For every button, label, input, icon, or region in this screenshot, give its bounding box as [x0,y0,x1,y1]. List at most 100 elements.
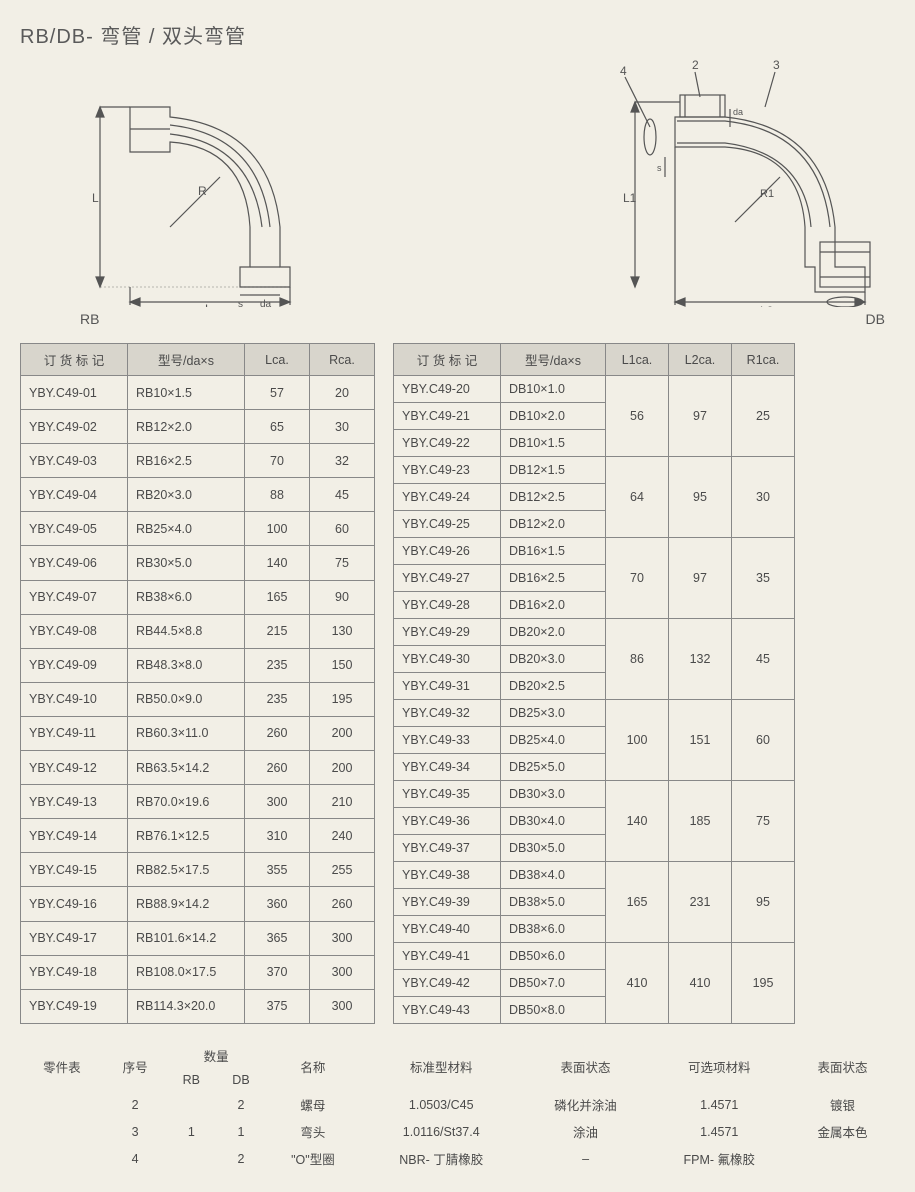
table-cell: 215 [245,614,310,648]
table-row: YBY.C49-23DB12×1.5649530 [394,457,795,484]
table-row: YBY.C49-17RB101.6×14.2365300 [21,921,375,955]
table-cell: DB25×4.0 [501,727,606,754]
table-cell: 260 [245,716,310,750]
table-cell: YBY.C49-28 [394,592,501,619]
table-cell-merged: 56 [606,376,669,457]
table-cell: RB88.9×14.2 [128,887,245,921]
table-cell: 140 [245,546,310,580]
table-cell: RB101.6×14.2 [128,921,245,955]
table-row: YBY.C49-09RB48.3×8.0235150 [21,648,375,682]
tables-row: 订 货 标 记型号/da×sLca.Rca. YBY.C49-01RB10×1.… [20,343,895,1024]
table-cell: DB50×8.0 [501,997,606,1024]
table-cell-merged: 97 [669,538,732,619]
table-cell-merged: 97 [669,376,732,457]
table-cell: 200 [310,716,375,750]
table-row: YBY.C49-26DB16×1.5709735 [394,538,795,565]
table-cell: RB12×2.0 [128,410,245,444]
table-cell: 60 [310,512,375,546]
table-cell: YBY.C49-14 [21,819,128,853]
table-cell: YBY.C49-26 [394,538,501,565]
parts-cell [166,1091,216,1118]
table-cell: 32 [310,444,375,478]
table-row: YBY.C49-03RB16×2.57032 [21,444,375,478]
table-cell: YBY.C49-30 [394,646,501,673]
parts-cell [790,1145,895,1172]
table-cell: DB38×6.0 [501,916,606,943]
table-cell: DB12×1.5 [501,457,606,484]
table-cell: YBY.C49-35 [394,781,501,808]
parts-header-cell: 名称 [266,1042,360,1091]
table-cell: RB82.5×17.5 [128,853,245,887]
db-diagram-block: 4 2 3 L1 L2 R1 s da DB [565,57,895,327]
table-cell: 165 [245,580,310,614]
table-cell: YBY.C49-25 [394,511,501,538]
table-row: YBY.C49-02RB12×2.06530 [21,410,375,444]
table-cell: YBY.C49-33 [394,727,501,754]
table-cell: DB30×4.0 [501,808,606,835]
parts-cell: 2 [216,1145,266,1172]
parts-cell: 1.0116/St37.4 [360,1118,523,1145]
dim-L-h: L [205,302,212,307]
table-row: YBY.C49-35DB30×3.014018575 [394,781,795,808]
table-cell: 70 [245,444,310,478]
table-cell: YBY.C49-36 [394,808,501,835]
table-cell: RB44.5×8.8 [128,614,245,648]
table-row: YBY.C49-41DB50×6.0410410195 [394,943,795,970]
parts-header-cell: RB [166,1069,216,1091]
table-row: YBY.C49-16RB88.9×14.2360260 [21,887,375,921]
table-cell: 90 [310,580,375,614]
parts-cell: "O"型圈 [266,1145,360,1172]
table-cell: YBY.C49-04 [21,478,128,512]
table-row: YBY.C49-18RB108.0×17.5370300 [21,955,375,989]
table-row: YBY.C49-01RB10×1.55720 [21,376,375,410]
dim-s: s [238,299,243,307]
table-cell: DB25×3.0 [501,700,606,727]
table-cell-merged: 410 [606,943,669,1024]
table-cell: YBY.C49-06 [21,546,128,580]
table-cell-merged: 165 [606,862,669,943]
table-cell: YBY.C49-10 [21,682,128,716]
table-cell: 200 [310,751,375,785]
table-cell: YBY.C49-37 [394,835,501,862]
table-row: 22螺母1.0503/C45磷化并涂油1.4571镀银 [20,1091,895,1118]
table-cell-merged: 410 [669,943,732,1024]
table-cell: YBY.C49-41 [394,943,501,970]
table-row: YBY.C49-29DB20×2.08613245 [394,619,795,646]
parts-cell: NBR- 丁腈橡胶 [360,1145,523,1172]
table-row: YBY.C49-19RB114.3×20.0375300 [21,989,375,1023]
table-cell: 57 [245,376,310,410]
table-cell: YBY.C49-18 [21,955,128,989]
table-cell: 300 [310,955,375,989]
table-cell: YBY.C49-19 [21,989,128,1023]
db-table: 订 货 标 记型号/da×sL1ca.L2ca.R1ca. YBY.C49-20… [393,343,795,1024]
table-row: YBY.C49-32DB25×3.010015160 [394,700,795,727]
table-cell: 260 [310,887,375,921]
table-cell-merged: 151 [669,700,732,781]
table-cell-merged: 70 [606,538,669,619]
table-cell: 235 [245,682,310,716]
table-cell: RB114.3×20.0 [128,989,245,1023]
table-cell: DB16×1.5 [501,538,606,565]
table-cell: 150 [310,648,375,682]
db-col-header: 订 货 标 记 [394,344,501,376]
rb-col-header: 型号/da×s [128,344,245,376]
table-cell-merged: 95 [669,457,732,538]
table-cell: RB70.0×19.6 [128,785,245,819]
table-cell: 370 [245,955,310,989]
table-cell: RB30×5.0 [128,546,245,580]
db-col-header: L1ca. [606,344,669,376]
table-row: YBY.C49-14RB76.1×12.5310240 [21,819,375,853]
table-cell-merged: 185 [669,781,732,862]
parts-cell: 2 [216,1091,266,1118]
parts-cell: 4 [104,1145,167,1172]
callout-3: 3 [773,58,780,72]
table-cell-merged: 86 [606,619,669,700]
table-cell: RB48.3×8.0 [128,648,245,682]
table-row: 42"O"型圈NBR- 丁腈橡胶–FPM- 氟橡胶 [20,1145,895,1172]
parts-header-cell: 标准型材料 [360,1042,523,1091]
table-cell: RB25×4.0 [128,512,245,546]
rb-table: 订 货 标 记型号/da×sLca.Rca. YBY.C49-01RB10×1.… [20,343,375,1024]
table-cell: YBY.C49-39 [394,889,501,916]
table-cell: 235 [245,648,310,682]
table-cell: DB10×2.0 [501,403,606,430]
